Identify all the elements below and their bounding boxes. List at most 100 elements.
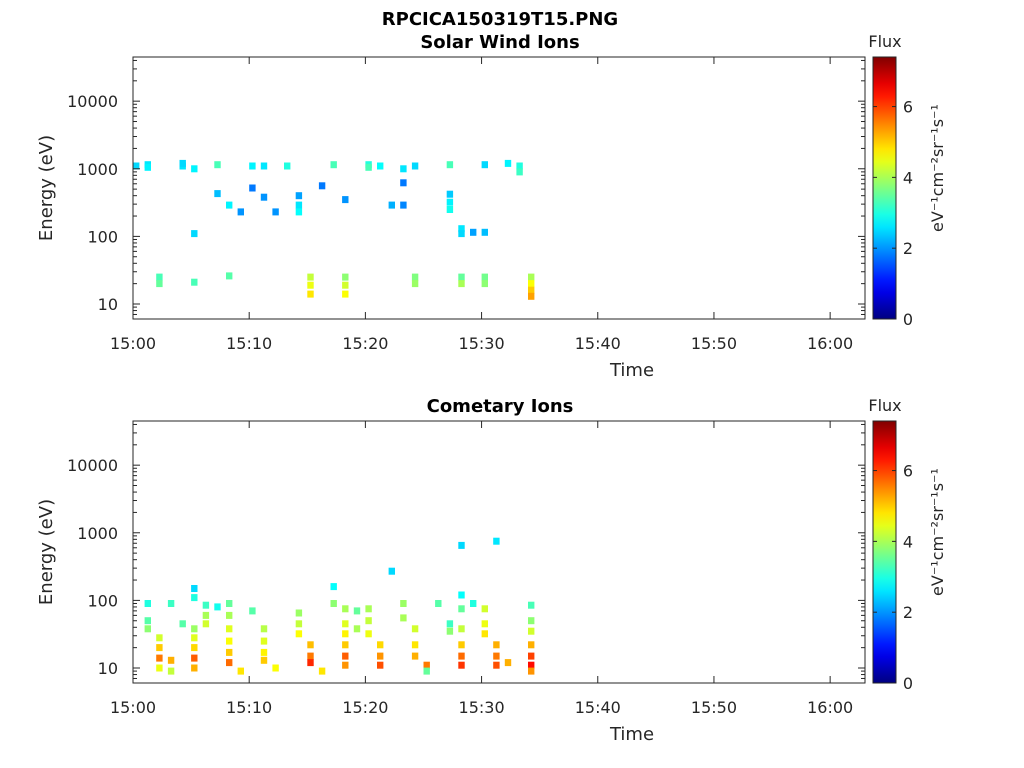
colorbar-tick-label: 0 <box>903 310 913 329</box>
panel-title: Solar Wind Ions <box>420 32 579 53</box>
heatmap-cell <box>260 656 268 664</box>
heatmap-cell <box>528 617 535 625</box>
heatmap-cell <box>167 656 175 664</box>
heatmap-cell <box>342 652 349 660</box>
heatmap-cell <box>377 661 384 669</box>
heatmap-cell <box>307 641 314 649</box>
heatmap-cell <box>191 664 198 672</box>
heatmap-cell <box>377 652 384 660</box>
x-tick-label: 15:20 <box>342 334 388 353</box>
heatmap-cell <box>446 206 454 213</box>
heatmap-cell <box>446 190 454 198</box>
heatmap-cell <box>342 620 349 628</box>
y-tick-label: 1000 <box>77 160 118 179</box>
heatmap-cell <box>307 281 314 289</box>
x-axis-label: Time <box>609 724 654 745</box>
figure-title: RPCICA150319T15.PNG <box>382 9 618 30</box>
heatmap-cell <box>156 654 163 662</box>
heatmap-cell <box>202 620 210 628</box>
heatmap-cell <box>400 614 407 622</box>
colorbar-tick-label: 0 <box>903 674 913 693</box>
panel-title: Cometary Ions <box>427 396 574 417</box>
heatmap-cell <box>400 600 407 607</box>
heatmap-cell <box>377 162 384 170</box>
heatmap-cell <box>214 161 221 169</box>
heatmap-cell <box>388 567 395 575</box>
heatmap-cell <box>330 600 337 607</box>
heatmap-cell <box>481 630 488 638</box>
heatmap-cell <box>458 273 465 281</box>
heatmap-cell <box>411 273 419 281</box>
colorbar <box>872 420 897 684</box>
heatmap-cell <box>470 228 477 236</box>
heatmap-cell <box>435 600 442 607</box>
heatmap-cell <box>191 644 198 652</box>
heatmap-cell <box>516 168 523 176</box>
heatmap-cell <box>342 661 349 669</box>
heatmap-cell <box>481 161 488 169</box>
heatmap-cell <box>156 280 163 288</box>
colorbar-tick-label: 6 <box>903 462 913 481</box>
heatmap-cell <box>365 605 372 613</box>
heatmap-cell <box>226 625 233 633</box>
heatmap-cell <box>342 605 349 613</box>
heatmap-cell <box>458 225 465 233</box>
heatmap-cell <box>342 273 349 281</box>
heatmap-cell <box>458 652 465 660</box>
heatmap-cell <box>318 667 326 675</box>
heatmap-cell <box>214 190 221 198</box>
heatmap-cell <box>226 637 233 645</box>
heatmap-cell <box>481 273 488 281</box>
heatmap-cell <box>307 652 314 660</box>
heatmap-cell <box>458 230 465 238</box>
x-tick-label: 15:10 <box>226 698 272 717</box>
y-axis-label: Energy (eV) <box>36 499 57 605</box>
heatmap-cell <box>260 637 268 645</box>
heatmap-cell <box>144 617 151 625</box>
heatmap-cell <box>365 630 372 638</box>
heatmap-cell <box>330 161 337 169</box>
colorbar-tick-label: 2 <box>903 603 913 622</box>
x-tick-label: 15:20 <box>342 698 388 717</box>
x-axis-label: Time <box>609 360 654 381</box>
heatmap-cell <box>423 661 430 669</box>
x-tick-label: 15:30 <box>459 334 505 353</box>
heatmap-cell <box>260 162 268 170</box>
colorbar-title: Flux <box>868 396 901 415</box>
x-tick-label: 15:40 <box>575 334 621 353</box>
heatmap-cell <box>226 648 233 656</box>
heatmap-cells <box>133 159 535 300</box>
heatmap-cell <box>481 620 488 628</box>
heatmap-cell <box>342 290 349 298</box>
heatmap-cell <box>528 641 535 649</box>
heatmap-cell <box>528 652 535 660</box>
heatmap-cell <box>411 652 419 660</box>
heatmap-cell <box>179 159 186 167</box>
heatmap-cell <box>342 630 349 638</box>
heatmap-cell <box>191 654 198 662</box>
heatmap-cell <box>307 290 314 298</box>
heatmap-cells <box>144 537 535 675</box>
heatmap-cell <box>226 611 233 619</box>
heatmap-cell <box>249 162 256 170</box>
heatmap-cell <box>481 280 488 288</box>
heatmap-cell <box>342 196 349 204</box>
heatmap-cell <box>411 162 419 170</box>
heatmap-cell <box>411 641 419 649</box>
heatmap-cell <box>191 165 198 173</box>
heatmap-cell <box>237 667 244 675</box>
heatmap-cell <box>446 161 454 169</box>
heatmap-cell <box>191 634 198 642</box>
x-tick-label: 15:10 <box>226 334 272 353</box>
heatmap-cell <box>528 273 535 281</box>
heatmap-cell <box>191 585 198 592</box>
heatmap-cell <box>226 659 233 667</box>
heatmap-cell <box>307 273 314 281</box>
heatmap-cell <box>342 281 349 289</box>
x-tick-label: 15:50 <box>691 334 737 353</box>
heatmap-cell <box>470 600 477 607</box>
colorbar-tick-label: 6 <box>903 98 913 117</box>
heatmap-cell <box>458 605 465 613</box>
x-tick-label: 15:40 <box>575 698 621 717</box>
y-tick-label: 10 <box>98 295 118 314</box>
